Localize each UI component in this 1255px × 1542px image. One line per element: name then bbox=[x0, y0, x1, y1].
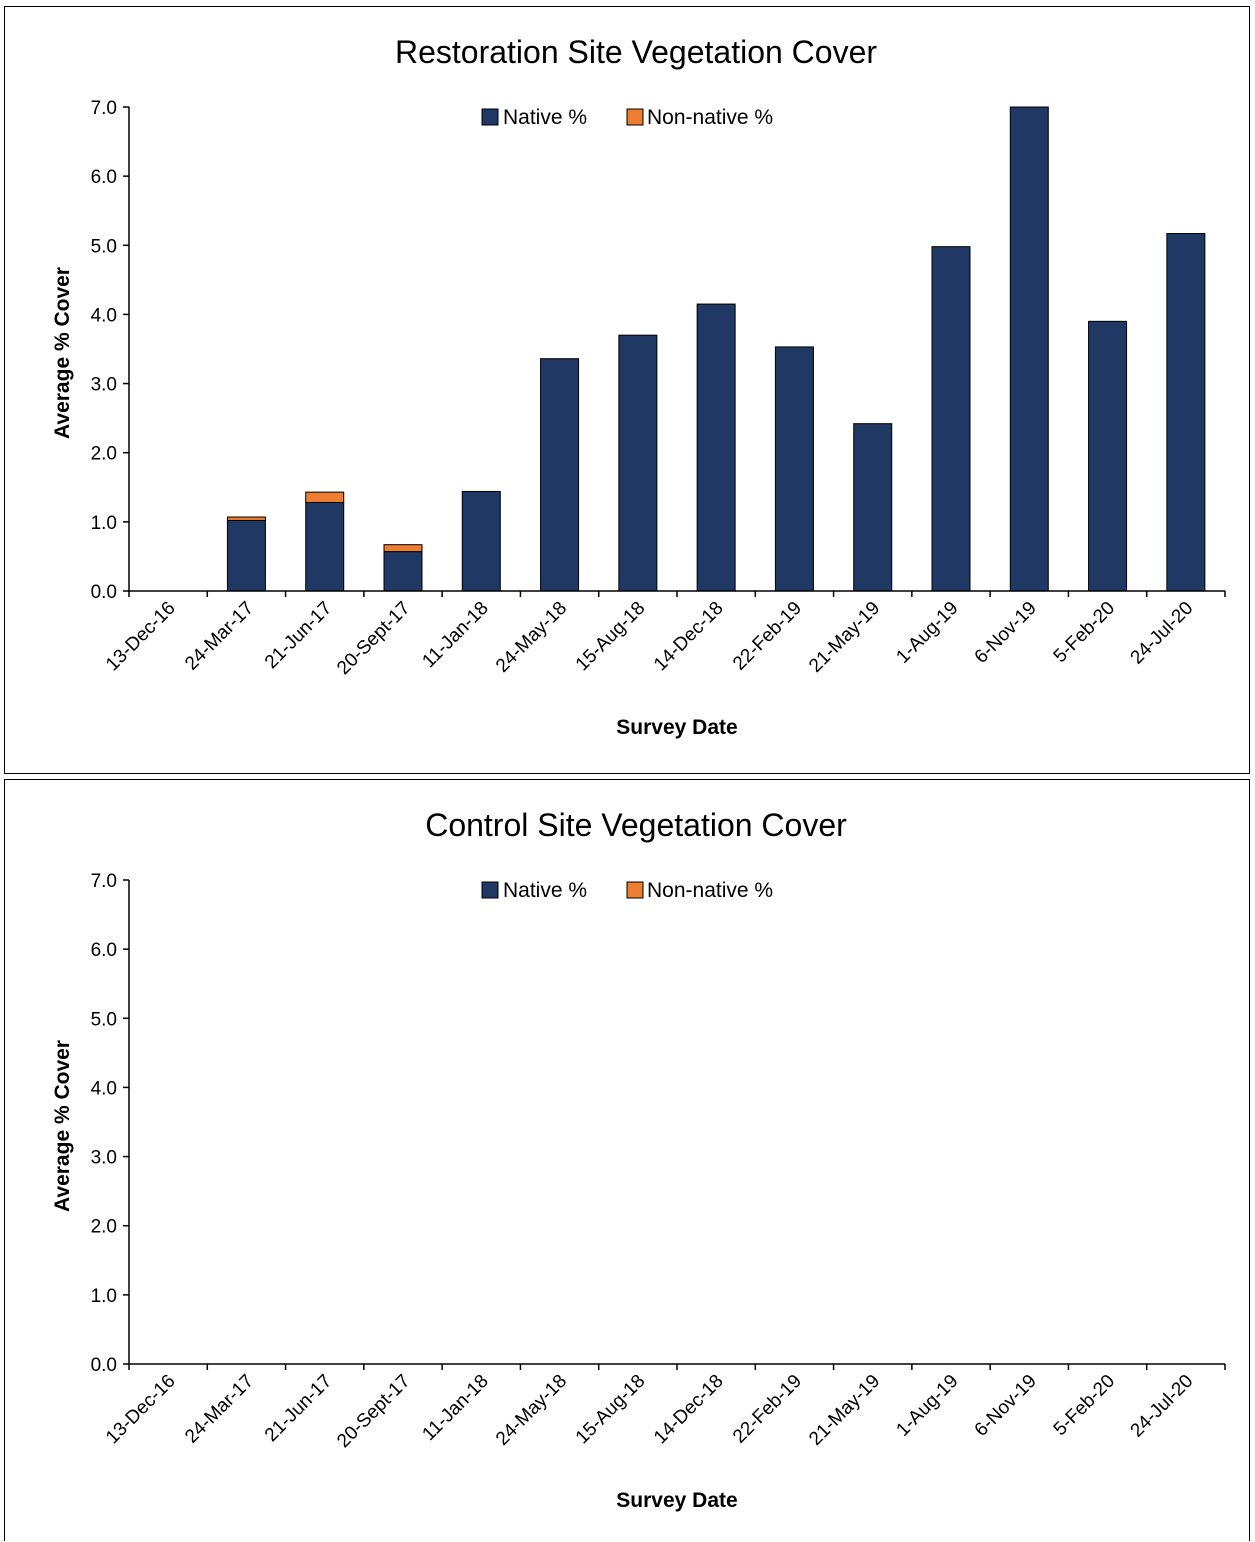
x-tick-label: 11-Jan-18 bbox=[418, 598, 492, 672]
bar-non-native bbox=[226, 516, 266, 521]
x-tick-label: 21-Jun-17 bbox=[261, 598, 336, 673]
bar-native bbox=[461, 490, 501, 592]
y-axis-label: Average % Cover bbox=[51, 1040, 74, 1212]
y-axis-label: Average % Cover bbox=[51, 267, 74, 439]
bar-non-native bbox=[383, 544, 423, 553]
y-tick-label: 4.0 bbox=[91, 305, 117, 326]
x-tick-label: 13-Dec-16 bbox=[102, 1371, 180, 1449]
bar-native bbox=[226, 519, 266, 592]
y-tick-label: 3.0 bbox=[91, 1148, 117, 1169]
y-tick-label: 7.0 bbox=[91, 98, 117, 119]
x-tick-label: 24-May-18 bbox=[492, 598, 571, 677]
x-axis-label: Survey Date bbox=[616, 1489, 737, 1512]
x-tick-label: 13-Dec-16 bbox=[102, 598, 180, 676]
y-tick-label: 0.0 bbox=[91, 1355, 117, 1376]
bar-non-native bbox=[305, 491, 345, 503]
y-tick-label: 2.0 bbox=[91, 1217, 117, 1238]
x-tick-label: 21-May-19 bbox=[805, 1371, 884, 1450]
legend-swatch-native bbox=[481, 108, 499, 126]
legend-label-non-native: Non-native % bbox=[647, 879, 773, 902]
legend: Native % Non-native % bbox=[481, 106, 773, 129]
control-chart-panel: Control Site Vegetation Cover Native % N… bbox=[4, 779, 1250, 1541]
legend-swatch-native bbox=[481, 881, 499, 899]
x-tick-label: 22-Feb-19 bbox=[729, 1371, 806, 1448]
bar-native bbox=[853, 423, 893, 592]
legend: Native % Non-native % bbox=[481, 879, 773, 902]
x-tick-label: 6-Nov-19 bbox=[971, 1371, 1041, 1441]
x-tick-label: 21-Jun-17 bbox=[261, 1371, 336, 1446]
y-tick-label: 4.0 bbox=[91, 1078, 117, 1099]
x-tick-label: 24-Jul-20 bbox=[1127, 1371, 1198, 1442]
y-tick-label: 5.0 bbox=[91, 1009, 117, 1030]
x-tick-label: 14-Dec-18 bbox=[650, 598, 728, 676]
x-tick-label: 15-Aug-18 bbox=[572, 1371, 650, 1449]
x-tick-label: 20-Sept-17 bbox=[333, 1371, 414, 1452]
legend-swatch-non-native bbox=[626, 108, 644, 126]
x-tick-label: 22-Feb-19 bbox=[729, 598, 806, 675]
bar-native bbox=[383, 551, 423, 592]
y-tick-label: 2.0 bbox=[91, 444, 117, 465]
x-tick-label: 24-Mar-17 bbox=[181, 598, 258, 675]
restoration-chart-panel: Restoration Site Vegetation Cover Native… bbox=[4, 6, 1250, 774]
legend-swatch-non-native bbox=[626, 881, 644, 899]
legend-label-native: Native % bbox=[503, 879, 587, 902]
bar-native bbox=[774, 346, 814, 592]
chart-title: Restoration Site Vegetation Cover bbox=[395, 34, 877, 70]
y-tick-label: 5.0 bbox=[91, 236, 117, 257]
y-tick-label: 1.0 bbox=[91, 513, 117, 534]
y-tick-label: 6.0 bbox=[91, 940, 117, 961]
control-chart: Control Site Vegetation Cover Native % N… bbox=[51, 807, 1226, 1512]
y-tick-label: 0.0 bbox=[91, 582, 117, 603]
x-tick-label: 20-Sept-17 bbox=[333, 598, 414, 679]
x-tick-label: 24-May-18 bbox=[492, 1371, 571, 1450]
bar-native bbox=[1166, 233, 1206, 592]
y-tick-label: 1.0 bbox=[91, 1286, 117, 1307]
bar-native bbox=[540, 358, 580, 592]
x-tick-label: 15-Aug-18 bbox=[572, 598, 650, 676]
bar-native bbox=[696, 303, 736, 592]
x-tick-label: 6-Nov-19 bbox=[971, 598, 1041, 668]
x-tick-label: 11-Jan-18 bbox=[418, 1371, 492, 1445]
x-axis-label: Survey Date bbox=[616, 716, 737, 739]
bar-native bbox=[931, 246, 971, 592]
x-tick-label: 14-Dec-18 bbox=[650, 1371, 728, 1449]
x-tick-label: 21-May-19 bbox=[805, 598, 884, 677]
bar-native bbox=[1088, 320, 1128, 592]
x-tick-label: 5-Feb-20 bbox=[1050, 598, 1119, 667]
chart-title: Control Site Vegetation Cover bbox=[425, 807, 847, 843]
y-tick-label: 6.0 bbox=[91, 167, 117, 188]
legend-label-native: Native % bbox=[503, 106, 587, 129]
x-tick-label: 24-Mar-17 bbox=[181, 1371, 258, 1448]
x-tick-label: 5-Feb-20 bbox=[1050, 1371, 1119, 1440]
bar-native bbox=[1009, 106, 1049, 592]
plot-area: 0.0 1.0 2.0 3.0 4.0 5.0 6.0 7.0 13-Dec-16 24-Mar-… bbox=[91, 98, 1226, 679]
bar-native bbox=[305, 501, 345, 592]
y-tick-label: 7.0 bbox=[91, 871, 117, 892]
restoration-chart: Restoration Site Vegetation Cover Native… bbox=[51, 34, 1226, 739]
plot-area: 0.0 1.0 2.0 3.0 4.0 5.0 6.0 7.0 13-Dec-16 24-Mar-… bbox=[91, 871, 1226, 1452]
legend-label-non-native: Non-native % bbox=[647, 106, 773, 129]
x-tick-label: 24-Jul-20 bbox=[1127, 598, 1198, 669]
x-tick-label: 1-Aug-19 bbox=[892, 1371, 962, 1441]
y-tick-label: 3.0 bbox=[91, 375, 117, 396]
x-tick-label: 1-Aug-19 bbox=[892, 598, 962, 668]
bar-native bbox=[618, 334, 658, 592]
